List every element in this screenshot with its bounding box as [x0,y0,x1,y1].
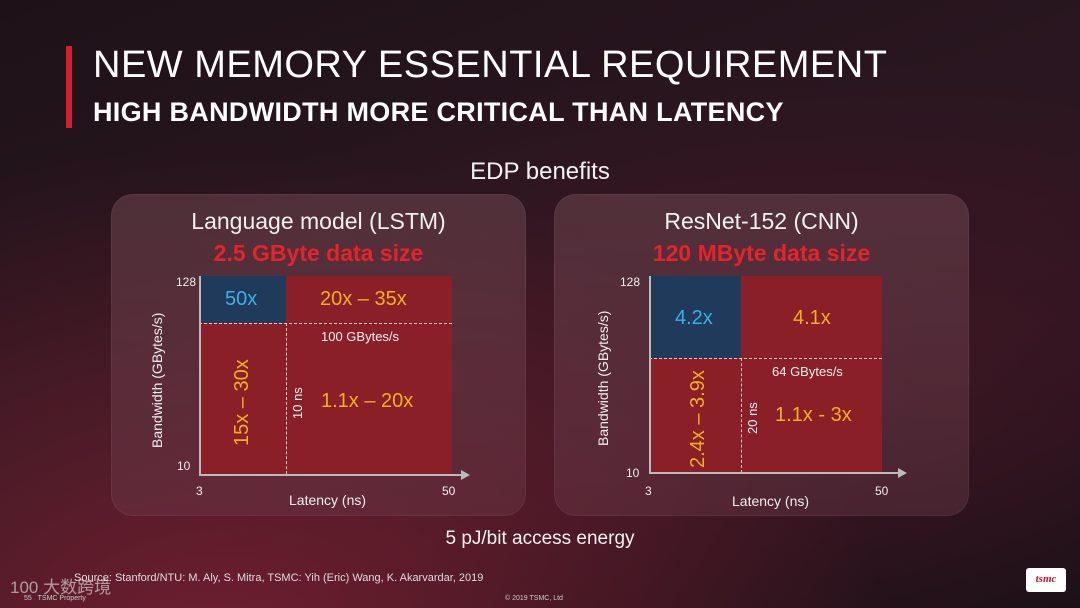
quadrant-best-highlight [649,276,741,358]
resnet-quadrant-chart: 4.2x 4.1x 64 GBytes/s 2.4x – 3.9x 20 ns … [649,276,907,478]
y-tick-bottom: 10 [626,466,640,480]
resnet-panel: ResNet-152 (CNN) 120 MByte data size Ban… [554,194,969,516]
x-axis [649,472,899,474]
footer-copyright: © 2019 TSMC, Ltd [505,595,563,602]
x-axis-arrow-icon [461,470,470,480]
tsmc-logo: tsmc [1026,568,1066,592]
latency-threshold-label: 10 ns [290,387,305,419]
lstm-panel: Language model (LSTM) 2.5 GByte data siz… [111,194,526,516]
x-axis-label: Latency (ns) [289,492,367,508]
quadrant-value-bottom-left: 2.4x – 3.9x [687,370,709,468]
y-axis-label: Bandwidth (GBytes/s) [595,310,611,446]
title-accent-bar [66,46,72,128]
quadrant-value-bottom-right: 1.1x - 3x [775,404,852,426]
quadrant-value-top-right: 4.1x [793,307,831,329]
panel-model-title: ResNet-152 (CNN) [664,208,859,234]
latency-threshold-line [286,323,287,474]
lstm-quadrant-chart: 50x 20x – 35x 100 GBytes/s 15x – 30x 10 … [199,276,470,480]
page-number: 55 [24,595,32,602]
bandwidth-threshold-line [199,323,452,324]
latency-threshold-label: 20 ns [745,402,760,434]
y-axis-label: Bandwidth (GBytes/s) [149,312,165,448]
bandwidth-threshold-label: 64 GBytes/s [772,364,843,379]
panel-data-size: 120 MByte data size [652,240,871,266]
y-tick-top: 128 [176,275,197,289]
source-citation: Source: Stanford/NTU: M. Aly, S. Mitra, … [74,572,484,584]
x-tick-left: 3 [196,484,203,498]
latency-threshold-line [741,358,742,473]
slide-title: NEW MEMORY ESSENTIAL REQUIREMENT [93,44,888,86]
quadrant-value-top-left: 4.2x [675,307,713,329]
quadrant-value-top-right: 20x – 35x [320,288,407,310]
x-axis [199,474,462,476]
bandwidth-threshold-label: 100 GBytes/s [321,329,400,344]
y-tick-bottom: 10 [177,459,191,473]
x-tick-right: 50 [442,484,456,498]
quadrant-best-highlight [199,276,286,323]
x-axis-label: Latency (ns) [732,493,810,509]
quadrant-value-top-left: 50x [225,288,258,310]
x-tick-right: 50 [875,484,889,498]
watermark: 100 大数跨境 [10,578,112,597]
quadrant-value-bottom-left: 15x – 30x [231,359,253,446]
quadrant-value-bottom-right: 1.1x – 20x [321,390,414,412]
x-tick-left: 3 [645,484,652,498]
panel-model-title: Language model (LSTM) [191,208,446,234]
x-axis-arrow-icon [898,468,907,478]
logo-text: tsmc [1035,573,1057,585]
panel-data-size: 2.5 GByte data size [213,240,424,266]
y-axis [199,276,201,476]
energy-note: 5 pJ/bit access energy [445,528,635,549]
property-label: TSMC Property [37,595,86,602]
section-title: EDP benefits [470,158,610,185]
y-axis [649,276,651,474]
footer-property: 55 TSMC Property [24,595,86,602]
y-tick-top: 128 [620,275,641,289]
bandwidth-threshold-line [649,358,882,359]
slide-subtitle: HIGH BANDWIDTH MORE CRITICAL THAN LATENC… [93,97,784,127]
